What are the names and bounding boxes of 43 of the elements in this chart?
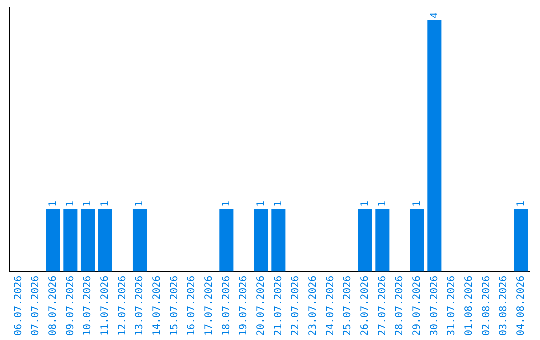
data-label: 1 [65, 200, 76, 207]
x-tick-label: 16.07.2026 [186, 276, 198, 336]
data-label: 1 [516, 200, 527, 207]
x-tick-label: 31.07.2026 [446, 276, 458, 336]
x-tick-label: 03.08.2026 [498, 276, 510, 336]
x-tick-label: 22.07.2026 [290, 276, 302, 336]
x-tick-label: 25.07.2026 [342, 276, 354, 336]
x-tick-label: 17.07.2026 [204, 276, 215, 336]
x-tick-label: 20.07.2026 [256, 276, 267, 336]
x-tick-label: 10.07.2026 [82, 276, 94, 336]
x-tick-label: 09.07.2026 [65, 276, 76, 336]
data-label: 1 [221, 200, 232, 207]
x-tick-label: 28.07.2026 [394, 276, 406, 336]
x-tick-label: 30.07.2026 [429, 276, 440, 336]
x-tick-label: 24.07.2026 [325, 276, 336, 336]
data-label: 1 [412, 200, 423, 207]
x-tick-label: 27.07.2026 [377, 276, 388, 336]
x-tick-label: 04.08.2026 [516, 276, 527, 336]
data-label: 1 [134, 200, 146, 207]
x-tick-label: 06.07.2026 [13, 276, 24, 336]
data-label: 1 [256, 200, 267, 207]
data-label: 1 [360, 200, 371, 207]
data-label: 4 [429, 12, 440, 19]
data-label: 1 [100, 200, 111, 207]
x-tick-label: 07.07.2026 [30, 276, 42, 336]
x-tick-label: 23.07.2026 [308, 276, 319, 336]
x-tick-label: 12.07.2026 [117, 276, 128, 336]
x-tick-label: 14.07.2026 [152, 276, 163, 336]
x-tick-label: 13.07.2026 [134, 276, 146, 336]
data-label: 1 [82, 200, 94, 207]
x-tick-label: 19.07.2026 [238, 276, 250, 336]
x-tick-label: 26.07.2026 [360, 276, 371, 336]
data-label: 1 [377, 200, 388, 207]
x-tick-label: 18.07.2026 [221, 276, 232, 336]
x-tick-label: 01.08.2026 [464, 276, 475, 336]
x-tick-label: 15.07.2026 [169, 276, 180, 336]
x-tick-label: 11.07.2026 [100, 276, 111, 336]
data-label: 1 [273, 200, 284, 207]
x-tick-label: 21.07.2026 [273, 276, 284, 336]
x-tick-label: 29.07.2026 [412, 276, 423, 336]
data-label: 1 [48, 200, 59, 207]
x-tick-label: 08.07.2026 [48, 276, 59, 336]
x-tick-label: 02.08.2026 [481, 276, 492, 336]
